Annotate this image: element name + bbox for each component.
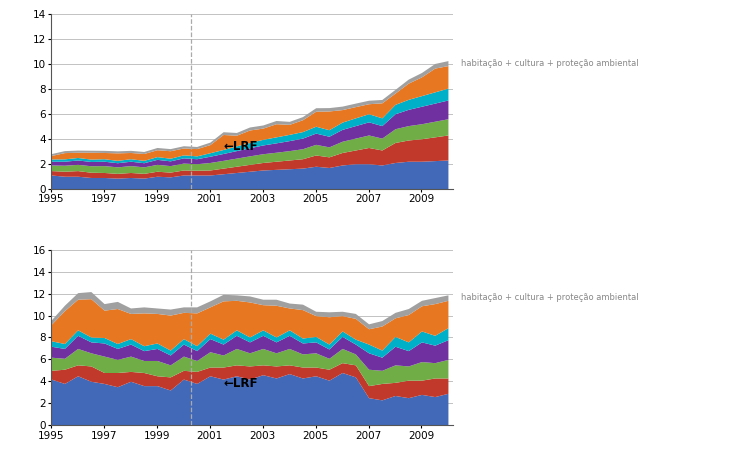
Text: habitação + cultura + proteção ambiental: habitação + cultura + proteção ambiental: [461, 293, 638, 302]
Text: proteção social: proteção social: [461, 381, 524, 390]
Text: educação: educação: [461, 105, 501, 114]
Text: assuntos econômicos: assuntos econômicos: [461, 72, 550, 81]
Text: educação: educação: [461, 345, 501, 354]
Text: serviços públicos: serviços públicos: [461, 404, 533, 414]
Text: assuntos econômicos: assuntos econômicos: [461, 309, 550, 319]
Text: ordem e segurança pública: ordem e segurança pública: [461, 122, 575, 131]
Text: serviços públicos: serviços públicos: [461, 170, 533, 179]
Text: saúde: saúde: [461, 329, 486, 338]
Text: ordem e segurança pública: ordem e segurança pública: [461, 364, 575, 373]
Text: habitação + cultura + proteção ambiental: habitação + cultura + proteção ambiental: [461, 58, 638, 68]
Text: proteção social: proteção social: [461, 143, 524, 152]
Text: ←LRF: ←LRF: [223, 377, 257, 389]
Text: saúde: saúde: [461, 90, 486, 99]
Text: ←LRF: ←LRF: [223, 140, 257, 153]
